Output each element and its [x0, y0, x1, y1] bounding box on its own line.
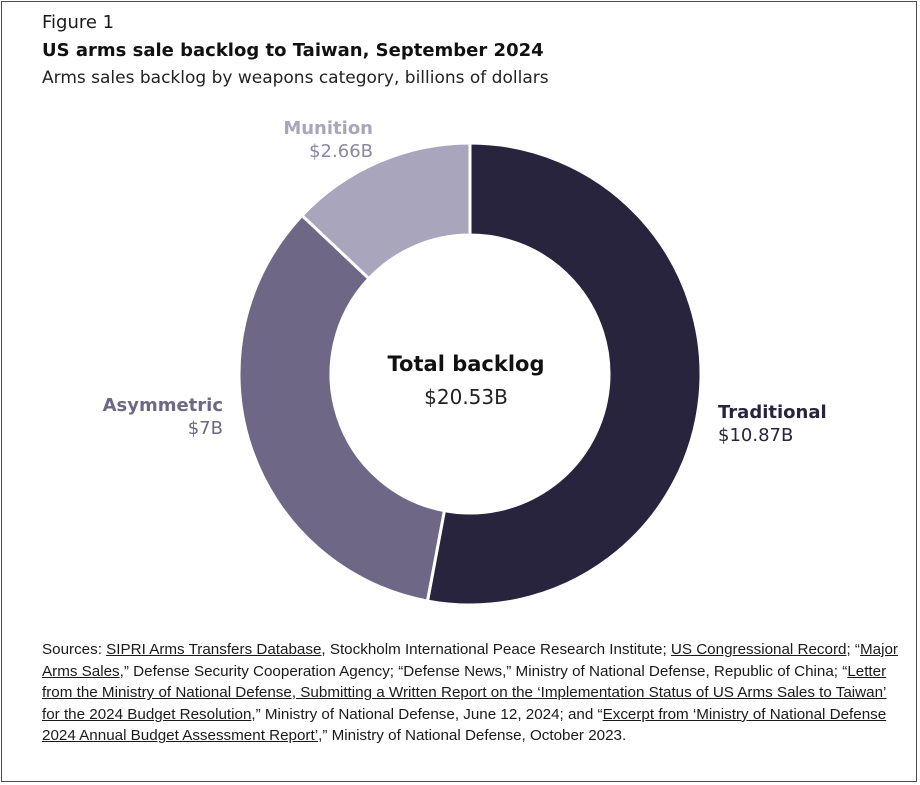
source-link-sipri[interactable]: SIPRI Arms Transfers Database — [106, 641, 322, 658]
slice-value-munition: $2.66B — [309, 141, 373, 162]
source-link-major-arms-sales[interactable]: Major Arms Sales — [42, 641, 898, 680]
sources-text: ; “ — [846, 641, 860, 658]
sources-text: ,” Defense Security Cooperation Agency; … — [119, 662, 848, 680]
figure-label: Figure 1 — [42, 12, 115, 33]
sources-prefix: Sources: — [42, 641, 107, 658]
center-label: Total backlog — [388, 352, 545, 376]
slice-traditional — [425, 141, 703, 607]
sources-text: ,” Ministry of National Defense, October… — [318, 727, 627, 745]
donut-chart: Traditional$10.87BAsymmetric$7BMunition$… — [103, 118, 827, 607]
slice-label-munition: Munition — [283, 118, 373, 139]
sources-text: ,” Ministry of National Defense, June 12… — [251, 705, 603, 723]
slice-label-asymmetric: Asymmetric — [103, 395, 223, 416]
source-link-congressional-record[interactable]: US Congressional Record — [670, 641, 847, 658]
source-link-mnd-letter[interactable]: Letter from the Ministry of National Def… — [42, 662, 887, 723]
chart-subtitle: Arms sales backlog by weapons category, … — [42, 68, 549, 88]
center-value: $20.53B — [424, 385, 508, 409]
slice-asymmetric — [237, 213, 447, 603]
source-link-budget-report[interactable]: Excerpt from ‘Ministry of National Defen… — [42, 705, 887, 745]
slice-label-traditional: Traditional — [718, 402, 827, 423]
slice-munition — [299, 141, 472, 281]
slice-value-asymmetric: $7B — [188, 418, 223, 439]
chart-title: US arms sale backlog to Taiwan, Septembe… — [42, 40, 544, 61]
slice-value-traditional: $10.87B — [718, 425, 793, 446]
sources-text: , Stockholm International Peace Research… — [321, 641, 671, 658]
sources-note: Sources: SIPRI Arms Transfers Database, … — [42, 639, 898, 747]
